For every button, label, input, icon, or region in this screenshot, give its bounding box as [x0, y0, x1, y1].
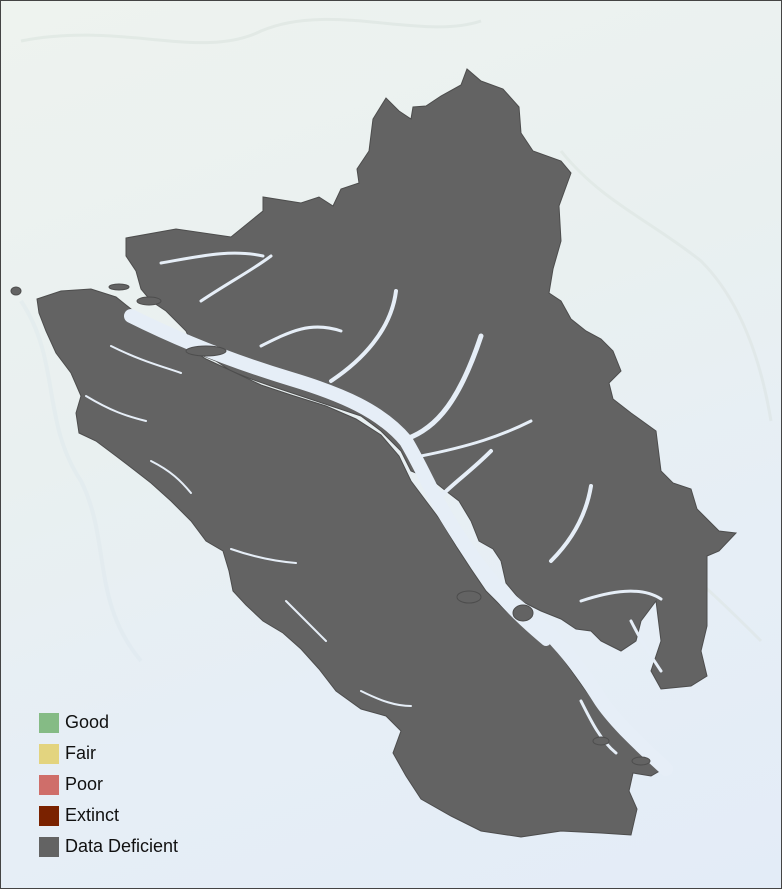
legend-item-data-deficient: Data Deficient — [39, 831, 178, 862]
legend-label-fair: Fair — [65, 743, 96, 763]
legend-item-good: Good — [39, 707, 178, 738]
legend-swatch-fair — [39, 743, 59, 764]
legend-swatch-data-deficient — [39, 836, 59, 857]
legend-item-extinct: Extinct — [39, 800, 178, 831]
legend-label-extinct: Extinct — [65, 805, 120, 825]
small-islands[interactable] — [10, 283, 651, 766]
map-legend: Good Fair Poor Extinct Data Deficient — [39, 707, 178, 862]
legend-item-fair: Fair — [39, 738, 178, 769]
legend-swatch-poor — [39, 774, 59, 795]
legend-label-data-deficient: Data Deficient — [65, 836, 179, 856]
region-mainland[interactable] — [125, 68, 738, 690]
legend-swatch-good — [39, 712, 59, 733]
legend-label-good: Good — [65, 712, 110, 732]
legend-item-poor: Poor — [39, 769, 178, 800]
legend-label-poor: Poor — [65, 774, 104, 794]
legend-swatch-extinct — [39, 805, 59, 826]
region-vancouver-island[interactable] — [36, 288, 664, 838]
